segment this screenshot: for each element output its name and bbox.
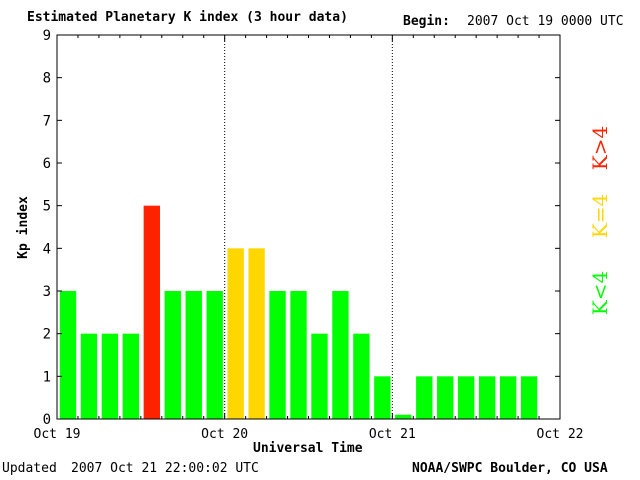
kp-bar: [374, 376, 391, 419]
chart-title: Estimated Planetary K index (3 hour data…: [27, 10, 348, 25]
kp-bar: [164, 291, 181, 419]
kp-bar: [185, 291, 202, 419]
x-axis-ticks: Oct 19 Oct 20 Oct 21 Oct 22: [34, 35, 584, 442]
day-boundary-lines: [224, 35, 393, 419]
kp-bar: [520, 376, 538, 419]
kp-bar: [290, 291, 307, 419]
y-axis-label: Kp index: [15, 196, 31, 259]
kp-bar: [206, 291, 223, 419]
legend-low: K<4: [588, 270, 613, 316]
x-tick-label: Oct 19: [34, 427, 81, 442]
begin-value: 2007 Oct 19 0000 UTC: [467, 14, 624, 29]
kp-bar: [122, 333, 140, 419]
bar-group: [59, 205, 538, 419]
kp-bar: [353, 333, 370, 419]
kp-bar: [458, 376, 475, 419]
kp-bar: [143, 205, 160, 419]
kp-bar: [80, 333, 98, 419]
y-tick-label: 6: [43, 156, 51, 172]
x-axis-label: Universal Time: [253, 441, 363, 456]
updated-label: Updated: [2, 461, 57, 476]
y-tick-label: 7: [43, 113, 51, 129]
kp-bar: [269, 291, 286, 419]
y-tick-label: 1: [43, 369, 51, 385]
kp-bar: [437, 376, 454, 419]
kp-bar: [416, 376, 433, 419]
y-tick-label: 5: [43, 199, 51, 215]
y-axis-ticks: 0 1 2 3 4 5 6 7 8 9: [43, 28, 560, 428]
kp-bar: [499, 376, 517, 419]
kp-bar: [227, 248, 244, 419]
kp-bar: [101, 333, 119, 419]
y-tick-label: 2: [43, 327, 51, 343]
kp-bar: [248, 248, 265, 419]
updated-value: 2007 Oct 21 22:00:02 UTC: [71, 461, 259, 476]
kp-bar: [332, 291, 349, 419]
x-tick-label: Oct 22: [537, 427, 584, 442]
y-tick-label: 9: [43, 28, 51, 44]
begin-label: Begin:: [403, 14, 450, 29]
legend-mid: K=4: [588, 193, 613, 239]
legend-high: K>4: [588, 125, 613, 171]
kp-bar: [395, 414, 412, 419]
y-tick-label: 8: [43, 71, 51, 87]
kp-bar: [478, 376, 496, 419]
x-tick-label: Oct 20: [201, 427, 248, 442]
y-tick-label: 0: [43, 412, 51, 428]
y-tick-label: 4: [43, 241, 51, 257]
kp-bar: [59, 291, 77, 419]
source-credit: NOAA/SWPC Boulder, CO USA: [412, 461, 608, 476]
kp-bar: [311, 333, 328, 419]
x-tick-label: Oct 21: [369, 427, 416, 442]
y-tick-label: 3: [43, 284, 51, 300]
